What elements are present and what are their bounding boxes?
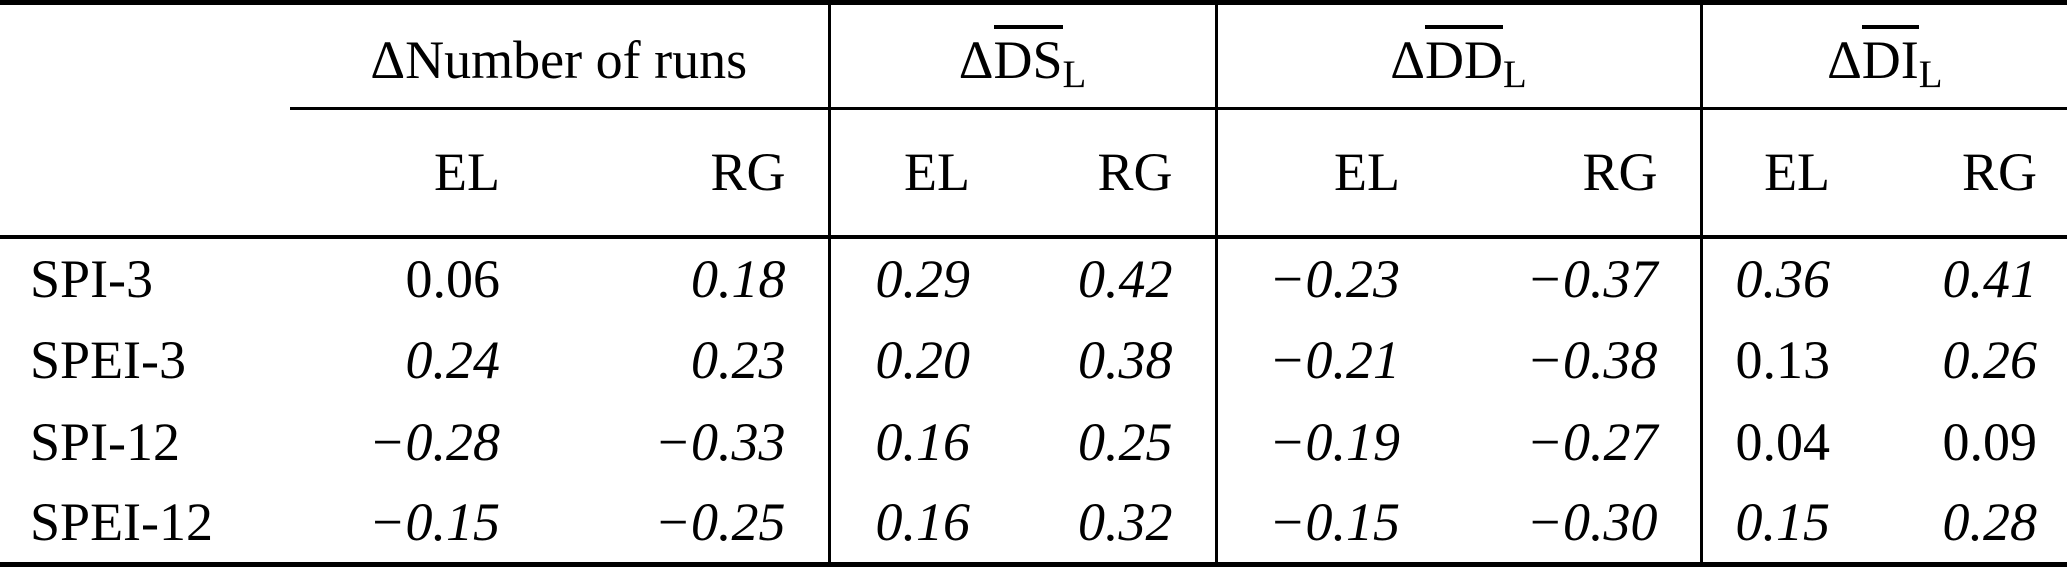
row-label-spei-12: SPEI-12 [30, 492, 214, 553]
cell-spi12-di-rg: 0.09 [1942, 411, 2038, 472]
cell-spi12-ds-rg: 0.25 [1078, 411, 1173, 472]
cell-spi12-dd-rg: −0.27 [1526, 411, 1658, 472]
cell-spi3-runs-rg: 0.18 [691, 248, 786, 309]
cell-spi12-runs-rg: −0.33 [654, 411, 786, 472]
col-group-ds: ΔDSL [827, 2, 1217, 110]
cell-spei3-runs-el: 0.24 [405, 329, 501, 390]
col-group-dd: ΔDDL [1214, 2, 1702, 110]
subheader-el-3: EL [1214, 108, 1431, 239]
cell-spei3-runs-rg: 0.23 [691, 329, 786, 390]
cell-spi3-ds-rg: 0.42 [1078, 248, 1173, 309]
col-group-number-of-runs: ΔNumber of runs [290, 2, 830, 110]
cell-spi12-ds-el: 0.16 [827, 400, 1001, 483]
cell-spi3-runs-el: 0.06 [405, 248, 501, 309]
cell-spei12-ds-el: 0.16 [827, 482, 1001, 565]
cell-spi3-dd-el: −0.23 [1214, 236, 1431, 319]
cell-spi3-di-rg: 0.41 [1942, 248, 2038, 309]
subheader-rg-4: RG [1860, 108, 2067, 239]
group-subscript: L [1503, 52, 1527, 96]
group-label-number-of-runs: Number of runs [405, 30, 748, 90]
table-row-spi-12: SPI-12 −0.28 −0.33 0.16 0.25 −0.19 −0.27… [0, 400, 2067, 483]
subheader-el-2: EL [827, 108, 1001, 239]
cell-spei12-dd-rg: −0.30 [1526, 492, 1658, 553]
row-label-spei-3: SPEI-3 [30, 329, 187, 390]
group-label-di-overlined: DI [1861, 25, 1919, 89]
cell-spei12-di-el: 0.15 [1699, 482, 1861, 565]
cell-spi12-runs-el: −0.28 [369, 411, 500, 472]
corner-cell-2 [0, 108, 290, 239]
cell-spei3-ds-rg: 0.38 [1078, 329, 1173, 390]
group-label-ds-overlined: DS [993, 25, 1063, 89]
table-row-spi-3: SPI-3 0.06 0.18 0.29 0.42 −0.23 −0.37 0.… [0, 236, 2067, 319]
subheader-rg-1: RG [530, 108, 830, 239]
subheader-el-1: EL [290, 108, 530, 239]
cell-spei3-di-el: 0.13 [1699, 318, 1861, 401]
row-label-spi-12: SPI-12 [30, 411, 181, 472]
table-row-spei-3: SPEI-3 0.24 0.23 0.20 0.38 −0.21 −0.38 0… [0, 318, 2067, 401]
cell-spei12-di-rg: 0.28 [1942, 492, 2038, 553]
cell-spi12-di-el: 0.04 [1699, 400, 1861, 483]
group-header-row: ΔNumber of runs ΔDSL ΔDDL ΔDIL [0, 2, 2067, 110]
cell-spei3-ds-el: 0.20 [827, 318, 1001, 401]
subheader-rg-2: RG [1000, 108, 1217, 239]
group-label-dd-overlined: DD [1425, 25, 1504, 89]
subheader-el-4: EL [1699, 108, 1861, 239]
delta-symbol: Δ [1390, 30, 1426, 90]
row-label-spi-3: SPI-3 [30, 248, 154, 309]
group-subscript: L [1062, 52, 1087, 96]
cell-spei12-runs-el: −0.15 [369, 492, 500, 553]
group-subscript: L [1918, 52, 1943, 96]
drought-metrics-table: ΔNumber of runs ΔDSL ΔDDL ΔDIL EL RG EL … [0, 0, 2067, 567]
cell-spei12-dd-el: −0.15 [1214, 482, 1431, 565]
cell-spei3-dd-el: −0.21 [1214, 318, 1431, 401]
delta-symbol: Δ [1827, 30, 1862, 90]
cell-spi12-dd-el: −0.19 [1214, 400, 1431, 483]
cell-spei12-ds-rg: 0.32 [1078, 492, 1173, 553]
col-group-di: ΔDIL [1699, 2, 2067, 110]
cell-spei3-di-rg: 0.26 [1942, 329, 2038, 390]
table-row-spei-12: SPEI-12 −0.15 −0.25 0.16 0.32 −0.15 −0.3… [0, 482, 2067, 565]
delta-symbol: Δ [958, 30, 994, 90]
subheader-rg-3: RG [1430, 108, 1702, 239]
cell-spi3-ds-el: 0.29 [827, 236, 1001, 319]
sub-header-row: EL RG EL RG EL RG EL RG [0, 108, 2067, 239]
cell-spi3-dd-rg: −0.37 [1526, 248, 1658, 309]
corner-cell [0, 3, 290, 109]
cell-spei12-runs-rg: −0.25 [654, 492, 786, 553]
cell-spi3-di-el: 0.36 [1699, 236, 1861, 319]
cell-spei3-dd-rg: −0.38 [1526, 329, 1658, 390]
delta-symbol: Δ [370, 30, 406, 90]
